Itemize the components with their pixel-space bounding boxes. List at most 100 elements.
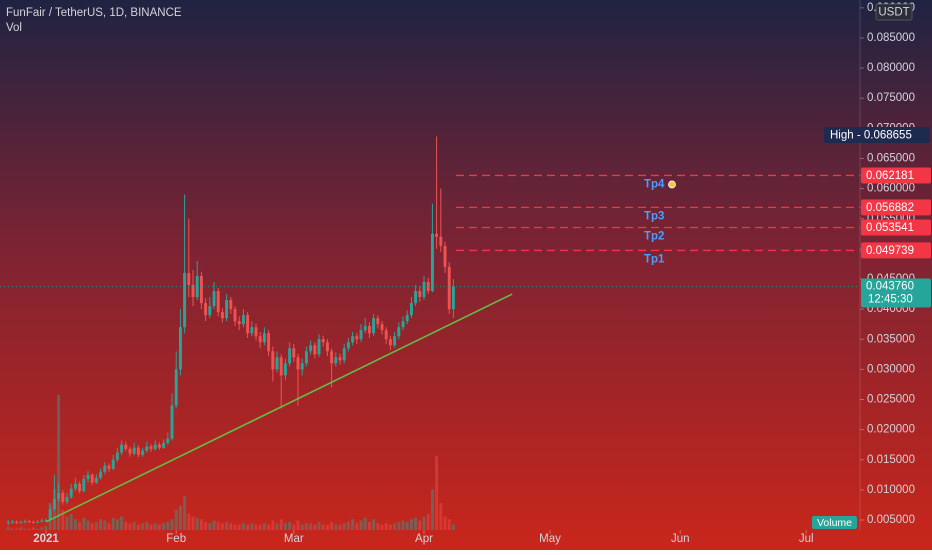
target-level-name: Tp4 bbox=[644, 178, 665, 190]
volume-bar bbox=[380, 524, 384, 530]
volume-bar bbox=[174, 509, 178, 530]
volume-bar bbox=[153, 523, 157, 530]
y-tick-label: 0.075000 bbox=[867, 92, 915, 104]
volume-bar bbox=[111, 517, 115, 530]
y-tick-label: 0.065000 bbox=[867, 153, 915, 165]
x-tick-label: Apr bbox=[415, 533, 433, 545]
candle-body bbox=[422, 281, 426, 298]
volume-bar bbox=[384, 523, 388, 530]
volume-bar bbox=[187, 513, 191, 530]
volume-box bbox=[812, 516, 857, 529]
volume-bar bbox=[338, 524, 342, 530]
candle-body bbox=[325, 342, 329, 352]
target-level-value: 0.049739 bbox=[866, 245, 914, 257]
candle-body bbox=[94, 477, 98, 483]
volume-bar bbox=[275, 523, 279, 530]
volume-bar bbox=[376, 523, 380, 530]
volume-bar bbox=[103, 520, 107, 530]
volume-bar bbox=[212, 520, 216, 530]
volume-bar bbox=[359, 520, 363, 530]
volume-bar bbox=[120, 516, 124, 530]
candle-body bbox=[435, 233, 439, 237]
candle-body bbox=[178, 327, 182, 370]
candle-body bbox=[15, 521, 19, 524]
candle-body bbox=[187, 272, 191, 286]
candle-body bbox=[346, 342, 350, 349]
high-box bbox=[824, 127, 930, 143]
volume-bar bbox=[69, 513, 73, 530]
y-tick-label: 0.005000 bbox=[867, 514, 915, 526]
countdown: 12:45:30 bbox=[868, 293, 913, 305]
volume-bar bbox=[6, 527, 10, 530]
candle-body bbox=[191, 285, 195, 298]
volume-bar bbox=[262, 523, 266, 530]
currency: USDT bbox=[878, 7, 909, 19]
volume-bar bbox=[317, 521, 321, 530]
volume-bar bbox=[107, 523, 111, 530]
x-tick-label: 2021 bbox=[33, 533, 59, 545]
volume-bar bbox=[363, 517, 367, 530]
candle-body bbox=[78, 483, 82, 492]
volume-bar bbox=[220, 523, 224, 530]
candle-body bbox=[166, 438, 170, 443]
volume-bar bbox=[288, 521, 292, 530]
high-label: High - 0.068655 bbox=[830, 130, 912, 142]
candle-body bbox=[313, 345, 317, 355]
volume-bar bbox=[90, 523, 94, 530]
y-tick-label: 0.030000 bbox=[867, 363, 915, 375]
candle-body bbox=[254, 327, 258, 337]
candle-body bbox=[233, 309, 237, 322]
candle-body bbox=[132, 447, 136, 454]
volume-label: Volume bbox=[817, 517, 852, 529]
candle-body bbox=[107, 465, 111, 469]
candle-body bbox=[393, 336, 397, 346]
volume-bar bbox=[229, 523, 233, 530]
candle-body bbox=[418, 291, 422, 298]
candle-body bbox=[212, 291, 216, 307]
candle-body bbox=[237, 321, 241, 325]
volume-bar bbox=[283, 523, 287, 530]
candle-body bbox=[250, 327, 254, 334]
candle-body bbox=[149, 446, 153, 449]
volume-bar bbox=[82, 517, 86, 530]
candle-body bbox=[296, 357, 300, 370]
volume-bar bbox=[430, 489, 434, 530]
volume-bar bbox=[439, 503, 443, 530]
candle-body bbox=[225, 300, 229, 319]
volume-bar bbox=[73, 519, 77, 530]
volume-bar bbox=[216, 521, 220, 530]
volume-bar bbox=[204, 521, 208, 530]
candle-body bbox=[447, 266, 451, 310]
volume-bar bbox=[241, 523, 245, 530]
volume-bar bbox=[40, 527, 44, 530]
candle-body bbox=[86, 474, 90, 480]
candle-body bbox=[82, 479, 86, 492]
candle-body bbox=[267, 333, 271, 352]
candle-body bbox=[141, 450, 145, 455]
volume-bar bbox=[300, 524, 304, 530]
candle-body bbox=[351, 336, 355, 343]
candle-body bbox=[430, 233, 434, 292]
volume-bar bbox=[157, 524, 161, 530]
candle-body bbox=[372, 318, 376, 334]
y-tick-label: 0.020000 bbox=[867, 424, 915, 436]
candle-body bbox=[405, 315, 409, 322]
volume-bar bbox=[401, 520, 405, 530]
volume-bar bbox=[162, 523, 166, 530]
candle-body bbox=[128, 448, 132, 454]
volume-bar bbox=[233, 524, 237, 530]
candle-body bbox=[120, 444, 124, 453]
candle-body bbox=[292, 348, 296, 358]
x-tick-label: Feb bbox=[166, 533, 186, 545]
volume-bar bbox=[19, 527, 23, 530]
candle-body bbox=[199, 275, 203, 304]
volume-bar bbox=[254, 524, 258, 530]
candle-body bbox=[31, 521, 35, 523]
candle-body bbox=[229, 300, 233, 310]
candle-body bbox=[451, 286, 455, 310]
candle-body bbox=[380, 324, 384, 331]
volume-bar bbox=[342, 523, 346, 530]
candle-body bbox=[376, 318, 380, 325]
candle-body bbox=[397, 327, 401, 337]
